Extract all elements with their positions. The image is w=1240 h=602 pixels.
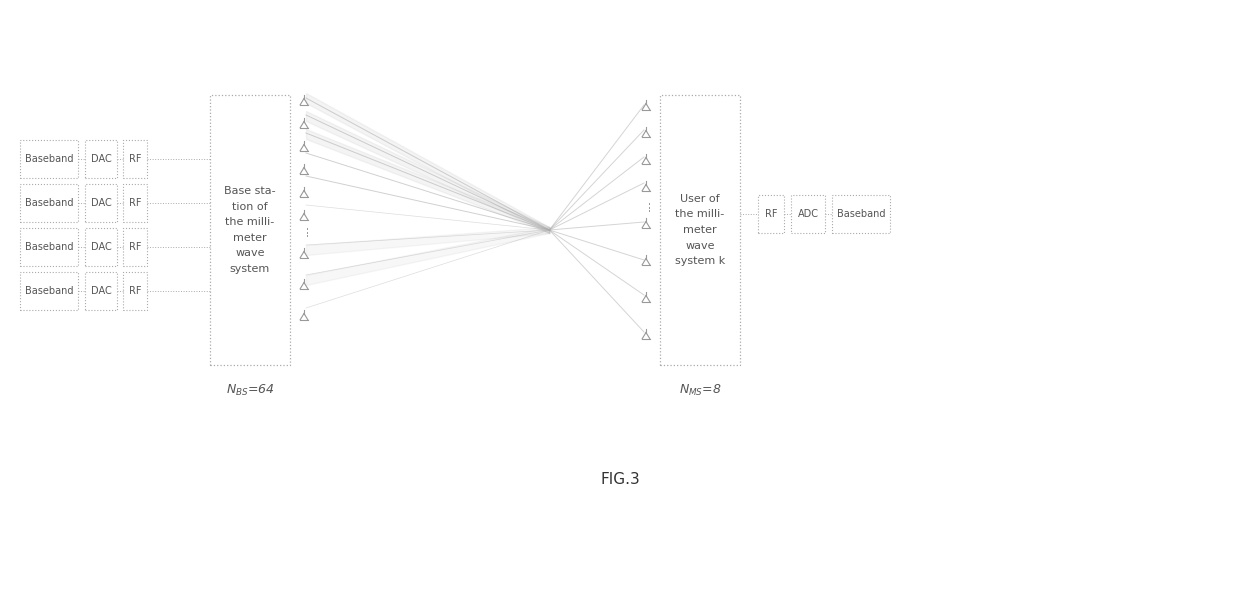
Bar [210, 95, 290, 365]
Text: Baseband: Baseband [25, 198, 73, 208]
Text: FIG.3: FIG.3 [600, 473, 640, 488]
Bar [20, 228, 78, 266]
Text: RF: RF [129, 242, 141, 252]
Bar [832, 195, 890, 233]
Bar [20, 140, 78, 178]
Bar [660, 95, 740, 365]
Text: ...: ... [640, 199, 652, 211]
Text: ADC: ADC [797, 209, 818, 219]
Text: Baseband: Baseband [25, 242, 73, 252]
Bar [791, 195, 825, 233]
Bar [86, 140, 117, 178]
Bar [123, 228, 148, 266]
Text: Baseband: Baseband [837, 209, 885, 219]
Bar [86, 184, 117, 222]
Text: RF: RF [129, 198, 141, 208]
Text: RF: RF [129, 286, 141, 296]
Text: $N_{MS}$=8: $N_{MS}$=8 [678, 382, 722, 397]
Text: Baseband: Baseband [25, 154, 73, 164]
Text: DAC: DAC [91, 198, 112, 208]
Text: RF: RF [129, 154, 141, 164]
Bar [123, 272, 148, 310]
Text: RF: RF [765, 209, 777, 219]
Text: User of
the milli-
meter
wave
system k: User of the milli- meter wave system k [675, 194, 725, 266]
Bar [758, 195, 784, 233]
Bar [123, 184, 148, 222]
Text: ...: ... [298, 224, 310, 236]
Text: DAC: DAC [91, 154, 112, 164]
Bar [86, 228, 117, 266]
Text: $N_{BS}$=64: $N_{BS}$=64 [226, 382, 274, 397]
Text: DAC: DAC [91, 242, 112, 252]
Text: Base sta-
tion of
the milli-
meter
wave
system: Base sta- tion of the milli- meter wave … [224, 186, 275, 274]
Bar [20, 184, 78, 222]
Bar [123, 140, 148, 178]
Text: DAC: DAC [91, 286, 112, 296]
Text: Baseband: Baseband [25, 286, 73, 296]
Bar [20, 272, 78, 310]
Bar [86, 272, 117, 310]
